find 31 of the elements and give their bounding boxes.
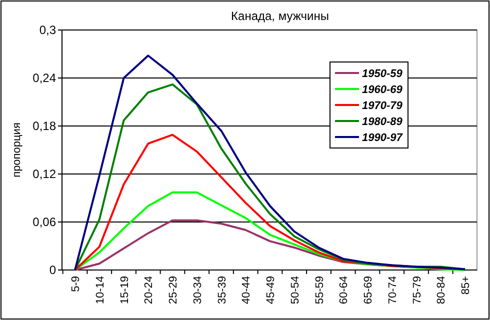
legend-label: 1950-59 [362, 68, 404, 80]
y-axis-title: пропорция [11, 122, 23, 178]
legend-label: 1960-69 [362, 84, 404, 96]
legend-label: 1970-79 [362, 100, 404, 112]
x-tick-label: 35-39 [216, 276, 228, 304]
x-tick-label: 5-9 [70, 276, 82, 292]
x-tick-label: 20-24 [143, 276, 156, 304]
y-tick-label: 0,18 [32, 119, 56, 134]
x-tick-label: 75-79 [411, 276, 424, 304]
x-tick-label: 60-64 [338, 276, 350, 304]
y-tick-label: 0 [49, 263, 56, 278]
y-tick-label: 0,12 [32, 167, 56, 182]
x-tick-label: 40-44 [240, 276, 253, 304]
x-tick-label: 10-14 [94, 276, 106, 304]
x-tick-label: 70-74 [386, 276, 399, 304]
x-tick-label: 45-49 [265, 276, 277, 304]
x-tick-label: 85+ [460, 276, 472, 295]
x-tick-label: 15-19 [118, 276, 131, 304]
x-tick-label: 65-69 [362, 276, 374, 304]
y-tick-label: 0,3 [39, 23, 56, 38]
x-tick-label: 80-84 [436, 276, 448, 304]
y-tick-label: 0,06 [32, 215, 56, 230]
y-tick-label: 0,24 [32, 71, 56, 86]
x-tick-label: 50-54 [289, 276, 302, 304]
x-tick-label: 55-59 [314, 276, 326, 304]
line-series [74, 191, 466, 271]
legend-label: 1990-97 [362, 132, 404, 144]
chart-title: Канада, мужчины [231, 9, 329, 23]
legend-label: 1980-89 [362, 116, 404, 128]
x-tick-label: 25-29 [168, 276, 180, 304]
x-tick-label: 30-34 [192, 276, 204, 304]
